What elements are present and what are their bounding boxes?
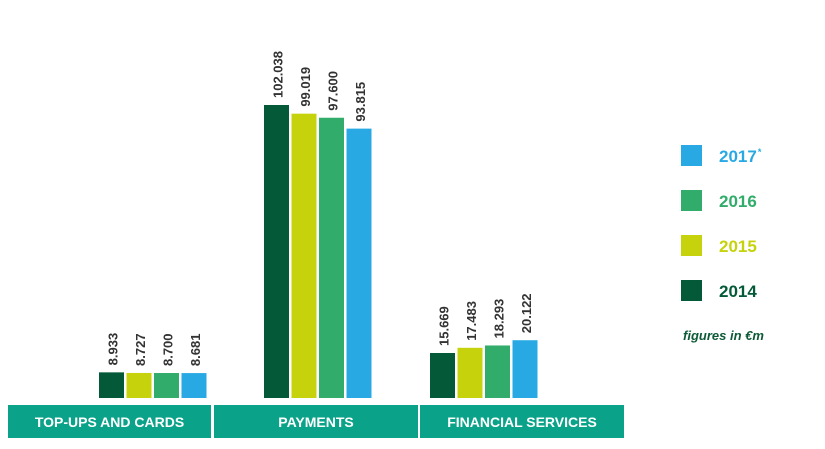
data-label-3-2014: 15.669: [437, 306, 452, 346]
category-box-3: [420, 405, 624, 438]
bar-1-2014: [99, 372, 124, 398]
bar-3-2017: [512, 340, 538, 398]
bar-2-2014: [264, 105, 289, 398]
legend-item-2016: 2016: [681, 190, 811, 212]
data-label-1-2017: 8.681: [188, 334, 203, 367]
legend-label-2014: 2014: [719, 282, 757, 301]
legend-item-2014: 2014: [681, 280, 811, 302]
legend-label-2016: 2016: [719, 192, 757, 211]
data-label-3-2016: 18.293: [492, 299, 507, 339]
bar-1-2017: [181, 373, 207, 398]
legend-item-2017: 2017*: [681, 145, 811, 167]
legend-marker-2017: *: [757, 147, 762, 158]
data-label-2-2017: 93.815: [353, 82, 368, 122]
data-label-1-2015: 8.727: [133, 333, 148, 366]
bar-2-2016: [319, 117, 344, 398]
data-label-2-2014: 102.038: [271, 51, 286, 98]
category-label-3: FINANCIAL SERVICES: [447, 414, 597, 430]
legend: 2017* 2016 2015 2014: [681, 145, 811, 325]
bar-3-2015: [457, 347, 483, 398]
category-label-2: PAYMENTS: [278, 414, 353, 430]
legend-swatch-2016: [681, 190, 702, 211]
category-box-2: [214, 405, 418, 438]
legend-label-2015: 2015: [719, 237, 757, 256]
units-note: figures in €m: [683, 328, 764, 343]
legend-swatch-2017: [681, 145, 702, 166]
data-label-3-2017: 20.122: [519, 293, 534, 333]
category-box-1: [8, 405, 211, 438]
bar-1-2015: [126, 372, 152, 398]
data-label-2-2015: 99.019: [298, 67, 313, 107]
bar-2-2015: [291, 113, 317, 398]
legend-swatch-2015: [681, 235, 702, 256]
bar-1-2016: [154, 373, 179, 398]
data-label-1-2014: 8.933: [106, 333, 121, 366]
legend-item-2015: 2015: [681, 235, 811, 257]
bar-2-2017: [346, 128, 372, 398]
legend-label-2017: 2017: [719, 147, 757, 166]
data-label-1-2016: 8.700: [161, 333, 176, 366]
data-label-3-2015: 17.483: [464, 301, 479, 341]
legend-swatch-2014: [681, 280, 702, 301]
data-label-2-2016: 97.600: [326, 71, 341, 111]
bar-3-2016: [485, 345, 510, 398]
category-label-1: TOP-UPS AND CARDS: [35, 414, 184, 430]
bar-3-2014: [430, 353, 455, 398]
